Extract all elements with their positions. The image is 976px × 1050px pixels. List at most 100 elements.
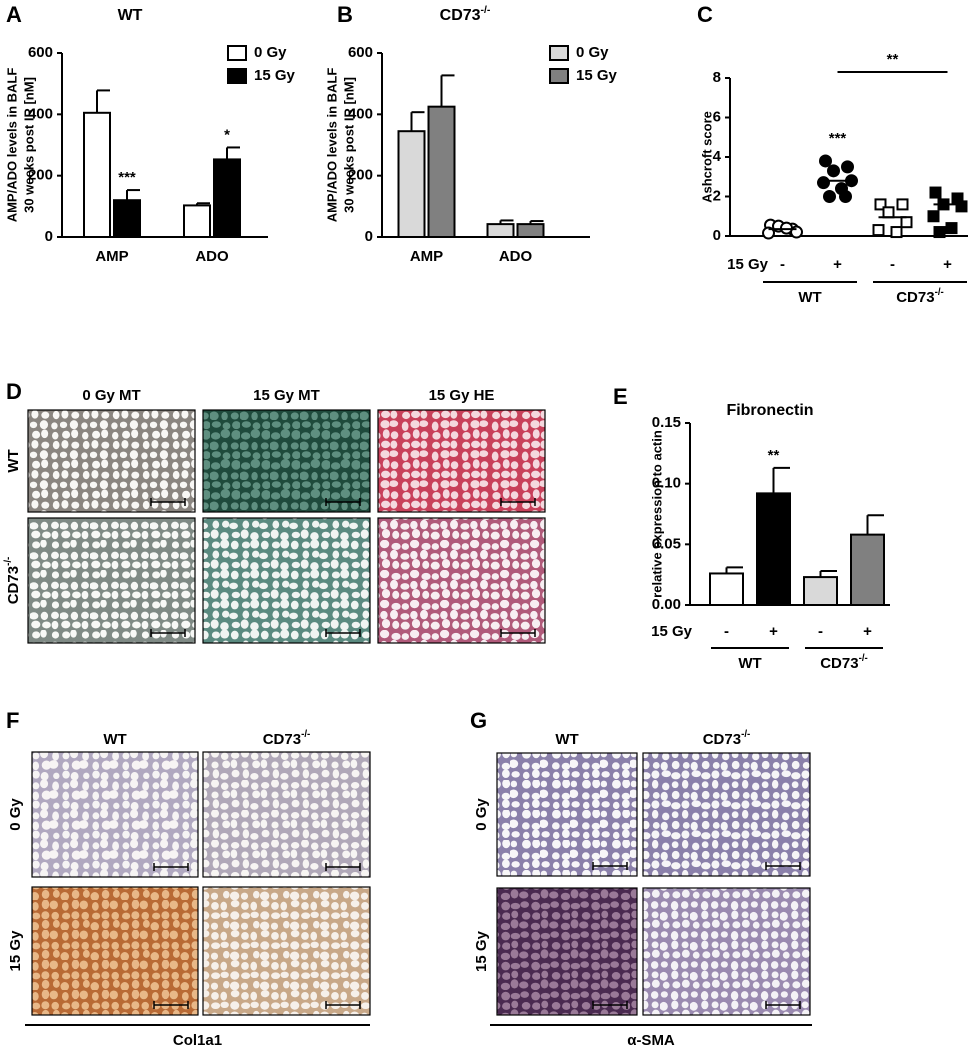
panel-letter: B (337, 2, 353, 27)
x-tick-label: + (863, 623, 872, 640)
bar (709, 572, 744, 606)
row-label: 0 Gy (473, 798, 490, 831)
legend-swatch (227, 68, 247, 84)
x-tick-label: + (769, 623, 778, 640)
group-label: WT (798, 289, 821, 306)
row-label: CD73-/- (3, 557, 22, 605)
micrograph (31, 886, 199, 1016)
legend-swatch (549, 68, 569, 84)
panel-letter: E (613, 384, 628, 409)
y-tick-label: 400 (28, 105, 53, 122)
caption: α-SMA (627, 1032, 675, 1049)
micrograph (27, 517, 196, 644)
group-label-main: CD73 (896, 289, 934, 306)
marker (872, 224, 885, 237)
column-label: 15 Gy MT (253, 387, 320, 404)
marker (839, 190, 852, 203)
caption: Col1a1 (173, 1032, 222, 1049)
x-tick-label: - (818, 623, 823, 640)
x-tick-label: ADO (499, 248, 533, 265)
bar (83, 111, 111, 238)
bar (486, 223, 515, 238)
legend-label: 15 Gy (576, 67, 618, 84)
column-label: CD73-/- (263, 729, 311, 748)
y-axis-label: 30 weeks post IR [nM] (21, 77, 36, 213)
legend-label: 0 Gy (254, 44, 287, 61)
marker (945, 222, 958, 235)
panel-letter: A (6, 2, 22, 27)
micrograph (642, 887, 811, 1016)
column-label: 0 Gy MT (82, 387, 140, 404)
y-tick-label: 600 (28, 44, 53, 61)
marker (900, 216, 913, 229)
y-tick-label: 0.05 (652, 535, 681, 552)
bar (397, 130, 426, 238)
marker (927, 210, 940, 223)
marker (933, 226, 946, 239)
marker (896, 198, 909, 211)
group-label: WT (738, 655, 761, 672)
marker (882, 206, 895, 219)
bar (756, 492, 791, 606)
panel-letter: F (6, 708, 19, 733)
y-tick-label: 200 (348, 167, 373, 184)
x-tick-label: AMP (95, 248, 128, 265)
micrograph (202, 517, 371, 644)
x-tick-label: - (780, 256, 785, 273)
bar (803, 576, 838, 606)
y-tick-label: 6 (713, 108, 721, 125)
x-tick-label: - (724, 623, 729, 640)
micrograph (642, 752, 811, 877)
y-axis-label: 30 weeks post IR [nM] (341, 77, 356, 213)
x-tick-label: + (833, 256, 842, 273)
bar (183, 204, 211, 238)
y-axis-label: AMP/ADO levels in BALF (324, 68, 339, 223)
column-label-main: CD73 (263, 731, 301, 748)
marker (929, 186, 942, 199)
row-label: 15 Gy (651, 623, 693, 640)
y-tick-label: 0 (45, 228, 53, 245)
panel-letter: C (697, 2, 713, 27)
marker (762, 226, 775, 240)
marker (827, 164, 840, 178)
group-label-sup: -/- (935, 287, 944, 298)
column-label: WT (555, 731, 578, 748)
x-tick-label: + (943, 256, 952, 273)
bar (113, 199, 141, 238)
column-label-sup: -/- (301, 729, 310, 740)
row-label-main: CD73 (5, 566, 22, 604)
y-tick-label: 0.10 (652, 475, 681, 492)
marker (817, 176, 830, 190)
chart-title-main: CD73 (440, 7, 481, 24)
y-tick-label: 2 (713, 187, 721, 204)
row-label: 15 Gy (727, 256, 769, 273)
marker (890, 226, 903, 239)
chart-title: Fibronectin (726, 402, 813, 419)
micrograph (202, 751, 371, 878)
micrograph (31, 751, 199, 878)
y-tick-label: 4 (713, 148, 722, 165)
bar (213, 158, 241, 238)
bar (516, 223, 545, 238)
bar (850, 533, 885, 606)
x-tick-label: ADO (195, 248, 229, 265)
group-label: CD73-/- (820, 653, 868, 672)
x-tick-label: - (890, 256, 895, 273)
y-axis-label: Ashcroft score (699, 111, 714, 203)
column-label: WT (103, 731, 126, 748)
y-axis-label: relative expression to actin (649, 430, 664, 598)
legend-swatch (549, 45, 569, 61)
significance: * (224, 126, 230, 143)
y-axis-label: AMP/ADO levels in BALF (4, 68, 19, 223)
panel-letter: G (470, 708, 487, 733)
chart-title: CD73-/- (440, 5, 491, 24)
marker (823, 190, 836, 203)
row-label: 15 Gy (7, 930, 24, 972)
significance: ** (768, 447, 780, 464)
group-label-main: CD73 (820, 655, 858, 672)
bar (427, 105, 456, 238)
y-tick-label: 0 (365, 228, 373, 245)
micrograph (377, 517, 546, 644)
